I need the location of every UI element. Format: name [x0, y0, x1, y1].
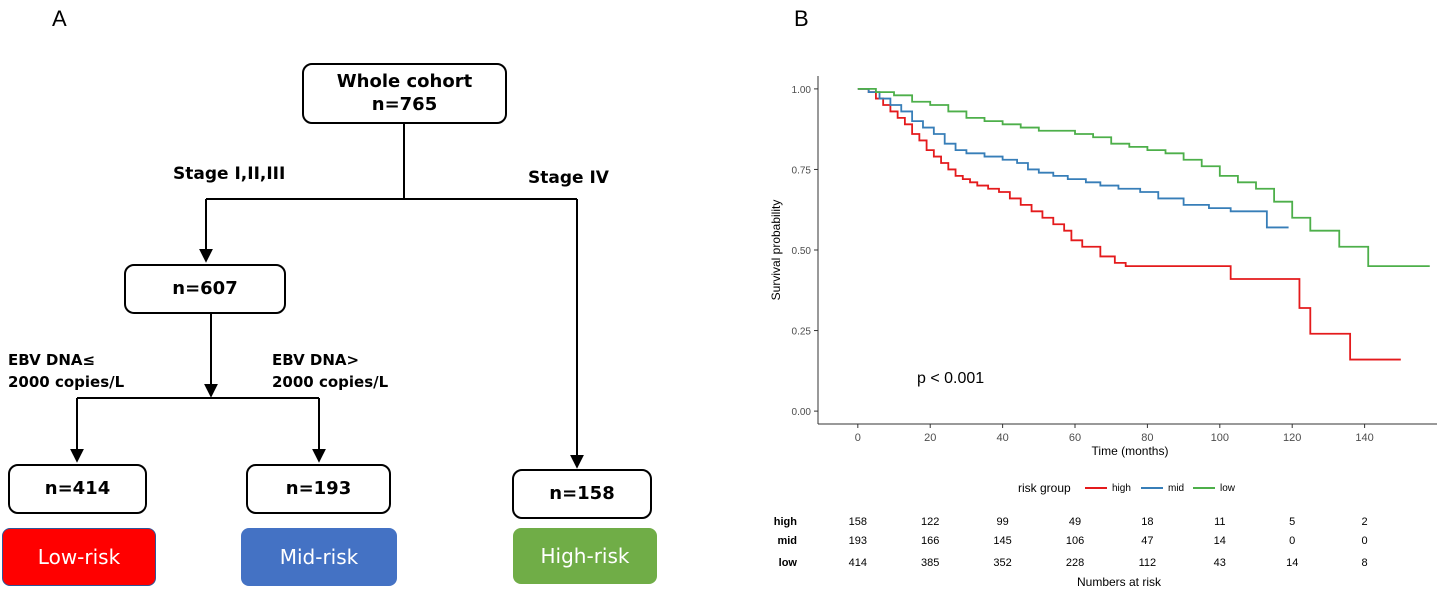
stage-iv-label: Stage IV: [528, 168, 609, 188]
panel-a-label: A: [52, 6, 67, 31]
risk-table-cell: 352: [993, 557, 1011, 569]
ebv-high-line1: EBV DNA>: [272, 351, 360, 369]
km-curve-low: [857, 87, 1430, 268]
risk-table-cell: 385: [921, 557, 939, 569]
risk-table-cell: 414: [849, 557, 867, 569]
risk-table-cell: 14: [1214, 535, 1226, 547]
n193-box: n=193: [246, 464, 391, 514]
legend-title: risk group: [1018, 481, 1071, 495]
whole-cohort-box: Whole cohort n=765: [302, 63, 507, 124]
risk-table-cell: 18: [1141, 516, 1153, 528]
y-tick-label: 0.75: [792, 165, 812, 176]
legend: risk group high mid low: [1018, 481, 1236, 495]
risk-table-cell: 193: [849, 535, 867, 547]
risk-table-cell: 11: [1214, 516, 1225, 528]
legend-label-high: high: [1112, 483, 1131, 494]
n414-box: n=414: [8, 464, 147, 514]
risk-table-title: Numbers at risk: [1077, 575, 1162, 589]
risk-table-group-mid: mid: [777, 535, 797, 547]
x-axis-title: Time (months): [1092, 444, 1169, 458]
n193-count: n=193: [285, 477, 352, 499]
x-tick-label: 140: [1355, 432, 1373, 444]
x-tick-label: 60: [1069, 432, 1081, 444]
y-tick-label: 0.50: [792, 246, 812, 257]
y-axis-title: Survival probability: [769, 200, 783, 301]
risk-table-cell: 112: [1139, 557, 1157, 569]
n158-count: n=158: [549, 482, 615, 504]
n607-box: n=607: [124, 264, 286, 314]
risk-table-cell: 2: [1362, 516, 1368, 528]
km-curve-mid: [857, 87, 1289, 229]
risk-table-cell: 0: [1362, 535, 1368, 547]
n414-count: n=414: [44, 477, 111, 499]
panel-b-label: B: [794, 6, 809, 31]
n607-count: n=607: [172, 277, 238, 299]
risk-table-cell: 14: [1286, 557, 1298, 569]
risk-table-cell: 122: [921, 516, 939, 528]
risk-table-cell: 166: [921, 535, 939, 547]
x-tick-label: 40: [996, 432, 1008, 444]
risk-table-cell: 5: [1289, 516, 1295, 528]
n158-box: n=158: [512, 469, 652, 519]
risk-table-cell: 47: [1141, 535, 1153, 547]
risk-table-cell: 43: [1214, 557, 1226, 569]
high-risk-badge: High-risk: [513, 528, 657, 584]
risk-table-group-high: high: [774, 516, 797, 528]
low-risk-badge: Low-risk: [2, 528, 156, 586]
p-value: p < 0.001: [917, 370, 984, 387]
y-tick-label: 0.25: [792, 327, 812, 338]
risk-table-cell: 158: [849, 516, 867, 528]
ebv-high-line2: 2000 copies/L: [272, 372, 389, 391]
risk-table-cell: 106: [1066, 535, 1084, 547]
x-tick-label: 100: [1211, 432, 1229, 444]
risk-table: high mid low 158 122 99 49 18 11 5 2 193 166 145 10…: [774, 516, 1368, 589]
whole-cohort-title: Whole cohort: [336, 71, 473, 92]
legend-label-mid: mid: [1168, 483, 1184, 494]
ebv-low-line1: EBV DNA≤: [8, 351, 96, 369]
ebv-low-line2: 2000 copies/L: [8, 372, 125, 391]
whole-cohort-count: n=765: [371, 93, 438, 115]
risk-table-cell: 145: [993, 535, 1011, 547]
risk-table-cell: 99: [996, 516, 1008, 528]
ebv-high-label: EBV DNA> 2000 copies/L: [272, 350, 388, 394]
x-tick-label: 120: [1283, 432, 1301, 444]
km-curve-high: [857, 87, 1401, 361]
ebv-low-label: EBV DNA≤ 2000 copies/L: [8, 350, 124, 394]
legend-label-low: low: [1220, 483, 1236, 494]
x-tick-label: 20: [924, 432, 936, 444]
risk-table-cell: 49: [1069, 516, 1081, 528]
x-tick-label: 0: [855, 432, 861, 444]
risk-table-cell: 8: [1362, 557, 1368, 569]
risk-table-group-low: low: [779, 557, 798, 569]
risk-table-cell: 228: [1066, 557, 1084, 569]
x-tick-label: 80: [1141, 432, 1153, 444]
risk-table-cell: 0: [1289, 535, 1295, 547]
mid-risk-badge: Mid-risk: [241, 528, 397, 586]
stage-i-ii-iii-label: Stage I,II,III: [173, 164, 286, 184]
y-tick-label: 0.00: [792, 407, 812, 418]
y-tick-label: 1.00: [792, 85, 812, 96]
